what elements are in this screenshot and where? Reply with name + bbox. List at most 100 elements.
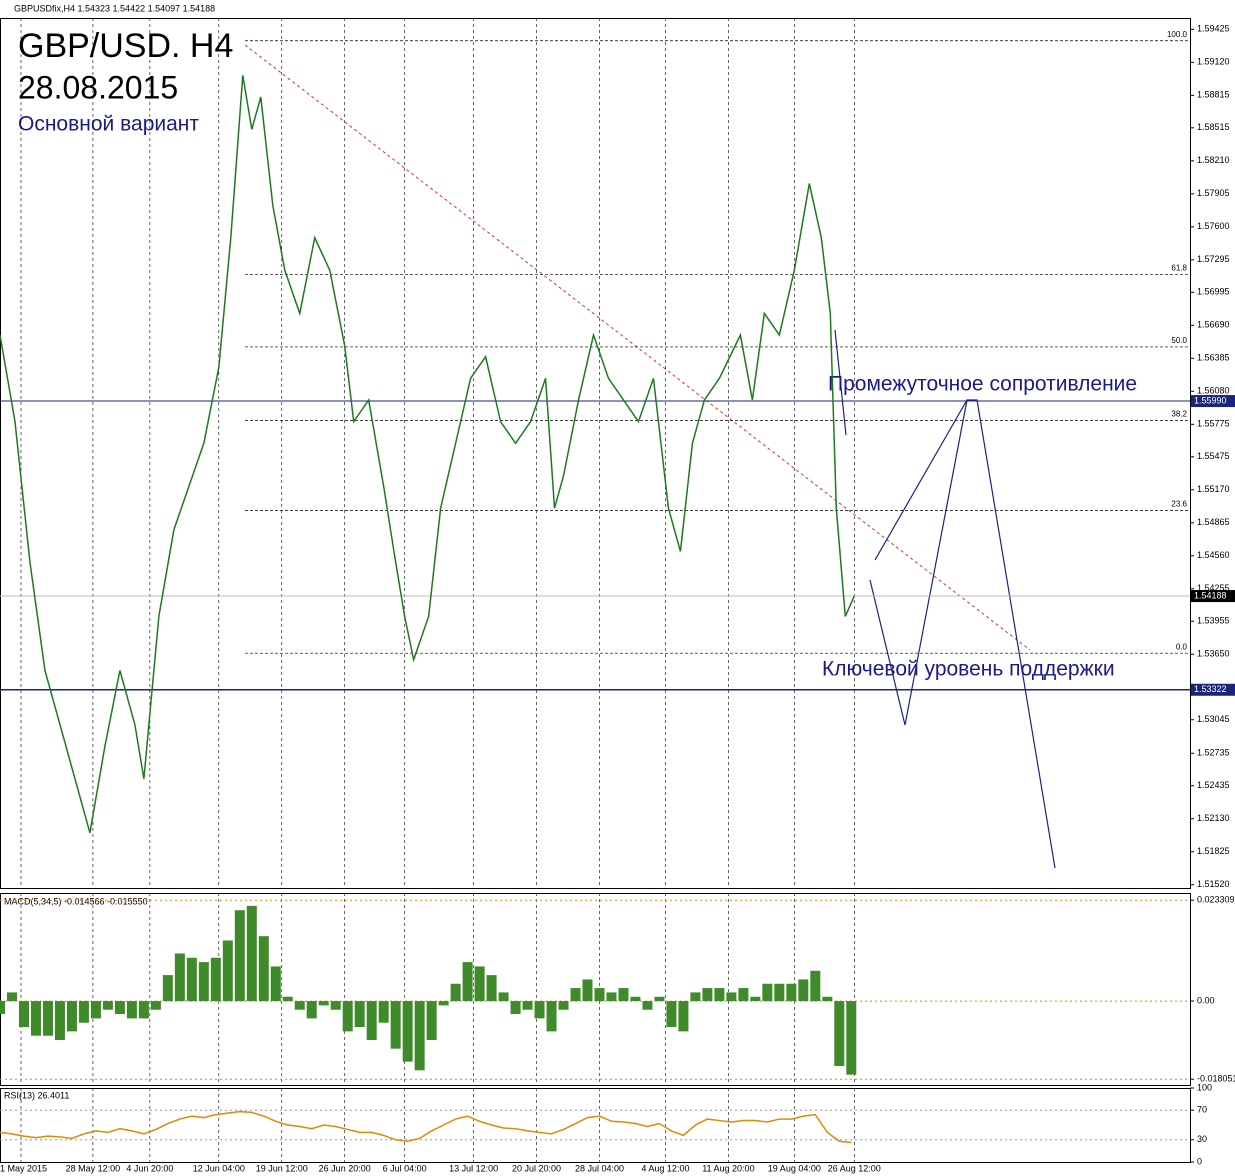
y-tick-label: 0 [1197, 1156, 1202, 1166]
fib-label: 50.0 [1171, 336, 1187, 345]
histogram-bar [186, 957, 197, 1002]
y-tick-label: 1.51825 [1197, 846, 1230, 856]
x-tick-label: 28 Jul 04:00 [575, 1163, 624, 1173]
histogram-bar [282, 996, 293, 1002]
y-tick-label: 1.52735 [1197, 748, 1230, 758]
symbol-info: GBPUSDfix,H4 1.54323 1.54422 1.54097 1.5… [14, 3, 215, 13]
histogram-bar [114, 1001, 125, 1015]
histogram-bar [6, 992, 17, 1002]
histogram-bar [606, 992, 617, 1002]
chart-date: 28.08.2015 [18, 69, 178, 105]
histogram-bar [450, 983, 461, 1002]
x-tick-label: 26 Aug 12:00 [828, 1163, 881, 1173]
price-line [0, 75, 855, 834]
annotation: Основной вариант [18, 113, 199, 136]
histogram-bar [210, 957, 221, 1002]
forecast-line [874, 399, 968, 561]
y-tick-label: 1.56385 [1197, 353, 1230, 363]
y-tick-label: 1.59120 [1197, 57, 1230, 67]
histogram-bar [42, 1001, 53, 1036]
histogram-bar [66, 1001, 77, 1032]
price-tag-label: 1.55990 [1194, 395, 1227, 405]
histogram-bar [726, 992, 737, 1002]
histogram-bar [270, 966, 281, 1002]
y-tick-label: 1.55775 [1197, 419, 1230, 429]
y-tick-label: 1.59425 [1197, 24, 1230, 34]
x-tick-label: 19 Jun 12:00 [256, 1163, 308, 1173]
x-tick-label: 20 Jul 20:00 [512, 1163, 561, 1173]
histogram-bar [762, 983, 773, 1002]
price-tag [1191, 683, 1235, 696]
histogram-bar [738, 988, 749, 1002]
y-tick-label: 1.58815 [1197, 90, 1230, 100]
histogram-bar [714, 988, 725, 1002]
histogram-bar [306, 1001, 317, 1019]
y-tick-label: 1.55475 [1197, 451, 1230, 461]
y-tick-label: 1.58515 [1197, 122, 1230, 132]
y-tick-label: 1.54255 [1197, 583, 1230, 593]
y-tick-label: 1.54865 [1197, 517, 1230, 527]
histogram-bar [78, 1001, 89, 1023]
macd-title: MACD(5,34,5) -0.014566 -0.015550 [4, 896, 148, 906]
histogram-bar [810, 970, 821, 1002]
chart-title: GBP/USD. H4 [18, 27, 233, 65]
y-tick-label: 1.57600 [1197, 221, 1230, 231]
histogram-bar [702, 988, 713, 1002]
histogram-bar [834, 1001, 845, 1066]
histogram-bar [642, 1001, 653, 1010]
histogram-bar [138, 1001, 149, 1019]
histogram-bar [90, 1001, 101, 1019]
histogram-bar [126, 1001, 137, 1019]
x-tick-label: 28 May 12:00 [66, 1163, 121, 1173]
price-tag [1191, 395, 1235, 408]
histogram-bar [234, 910, 245, 1002]
price-tag-label: 1.54188 [1194, 590, 1227, 600]
x-tick-label: 12 Jun 04:00 [193, 1163, 245, 1173]
fib-label: 100.0 [1167, 30, 1188, 39]
histogram-bar [378, 1001, 389, 1023]
histogram-bar [510, 1001, 521, 1015]
histogram-bar [630, 996, 641, 1002]
histogram-bar [750, 996, 761, 1002]
fib-label: 0.0 [1176, 642, 1188, 651]
x-tick-label: 26 Jun 20:00 [319, 1163, 371, 1173]
histogram-bar [486, 975, 497, 1002]
forecast-line [869, 399, 1056, 869]
y-tick-label: 1.57295 [1197, 254, 1230, 264]
histogram-bar [0, 1001, 5, 1015]
histogram-bar [294, 1001, 305, 1010]
histogram-bar [462, 962, 473, 1002]
histogram-bar [246, 905, 257, 1002]
histogram-bar [366, 1001, 377, 1041]
histogram-bar [822, 996, 833, 1002]
histogram-bar [174, 953, 185, 1002]
annotation: Ключевой уровень поддержки [822, 658, 1115, 681]
histogram-bar [162, 975, 173, 1002]
macd-panel [0, 893, 1191, 1086]
histogram-bar [570, 988, 581, 1002]
histogram-bar [426, 1001, 437, 1041]
y-tick-label: 1.53650 [1197, 649, 1230, 659]
x-tick-label: 13 Jul 12:00 [449, 1163, 498, 1173]
histogram-bar [498, 992, 509, 1002]
y-tick-label: 30 [1197, 1134, 1207, 1144]
y-tick-label: 1.53955 [1197, 616, 1230, 626]
main-panel [0, 18, 1191, 889]
x-tick-label: 21 May 2015 [0, 1163, 47, 1173]
y-tick-label: 1.56080 [1197, 386, 1230, 396]
histogram-bar [414, 1001, 425, 1071]
y-tick-label: 1.56690 [1197, 320, 1230, 330]
histogram-bar [150, 1001, 161, 1010]
histogram-bar [690, 992, 701, 1002]
histogram-bar [654, 996, 665, 1002]
y-tick-label: 1.56995 [1197, 287, 1230, 297]
y-tick-label: 1.53045 [1197, 714, 1230, 724]
y-tick-label: 1.54560 [1197, 550, 1230, 560]
histogram-bar [222, 940, 233, 1002]
histogram-bar [438, 1001, 449, 1006]
histogram-bar [402, 1001, 413, 1062]
histogram-bar [318, 1001, 329, 1006]
histogram-bar [534, 1001, 545, 1019]
